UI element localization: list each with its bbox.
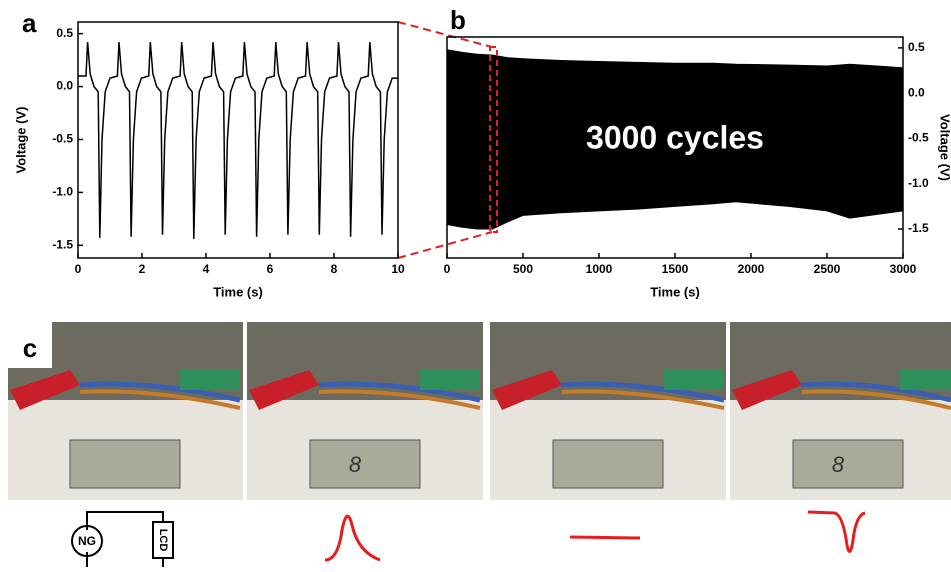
x-tick-label: 10 — [391, 262, 405, 276]
panel-label: a — [22, 8, 37, 38]
x-tick-label: 8 — [331, 262, 338, 276]
y-tick-label: -1.5 — [52, 237, 73, 251]
photo — [8, 322, 243, 500]
y-tick-label: -1.0 — [908, 176, 929, 190]
y-tick-label: 0.5 — [908, 40, 925, 54]
x-tick-label: 1500 — [662, 262, 689, 276]
panel-label: b — [450, 5, 466, 35]
x-tick-label: 4 — [203, 262, 210, 276]
x-axis-label: Time (s) — [650, 284, 700, 299]
y-tick-label: 0.0 — [56, 79, 73, 93]
x-axis-label: Time (s) — [213, 284, 263, 299]
photo-strip: c 8 8 — [8, 322, 951, 500]
photo — [247, 322, 483, 500]
signal-sketch — [807, 510, 866, 553]
signal-band — [447, 49, 903, 230]
zoom-box — [489, 46, 498, 233]
y-tick-label: -1.0 — [52, 185, 73, 199]
zoom-line — [397, 21, 493, 48]
x-tick-label: 6 — [267, 262, 274, 276]
x-tick-label: 3000 — [890, 262, 917, 276]
label-box — [8, 322, 52, 368]
y-axis-label: Voltage (V) — [938, 114, 951, 181]
photo — [490, 322, 726, 500]
y-tick-label: 0.5 — [56, 26, 73, 40]
y-tick-label: 0.0 — [908, 85, 925, 99]
x-tick-label: 2500 — [814, 262, 841, 276]
circuit — [71, 511, 174, 567]
annotation: 3000 cycles — [586, 119, 764, 155]
x-tick-label: 1000 — [586, 262, 613, 276]
circuit-label: NG — [78, 534, 96, 548]
photo — [730, 322, 951, 500]
y-tick-label: -0.5 — [52, 132, 73, 146]
panel-label: c — [23, 333, 37, 363]
x-tick-label: 2000 — [738, 262, 765, 276]
lcd-readout: 8 — [832, 452, 845, 477]
signal-sketch — [569, 535, 641, 540]
x-tick-label: 500 — [513, 262, 533, 276]
signal-sketch — [324, 514, 381, 562]
lcd-readout: 8 — [349, 452, 362, 477]
x-tick-label: 2 — [139, 262, 146, 276]
signal-line — [78, 42, 398, 240]
y-axis-label: Voltage (V) — [13, 107, 28, 174]
x-tick-label: 0 — [75, 262, 82, 276]
y-tick-label: -0.5 — [908, 131, 929, 145]
zoom-line — [397, 231, 493, 259]
x-tick-label: 0 — [444, 262, 451, 276]
circuit-label: LCD — [157, 529, 169, 552]
y-tick-label: -1.5 — [908, 221, 929, 235]
